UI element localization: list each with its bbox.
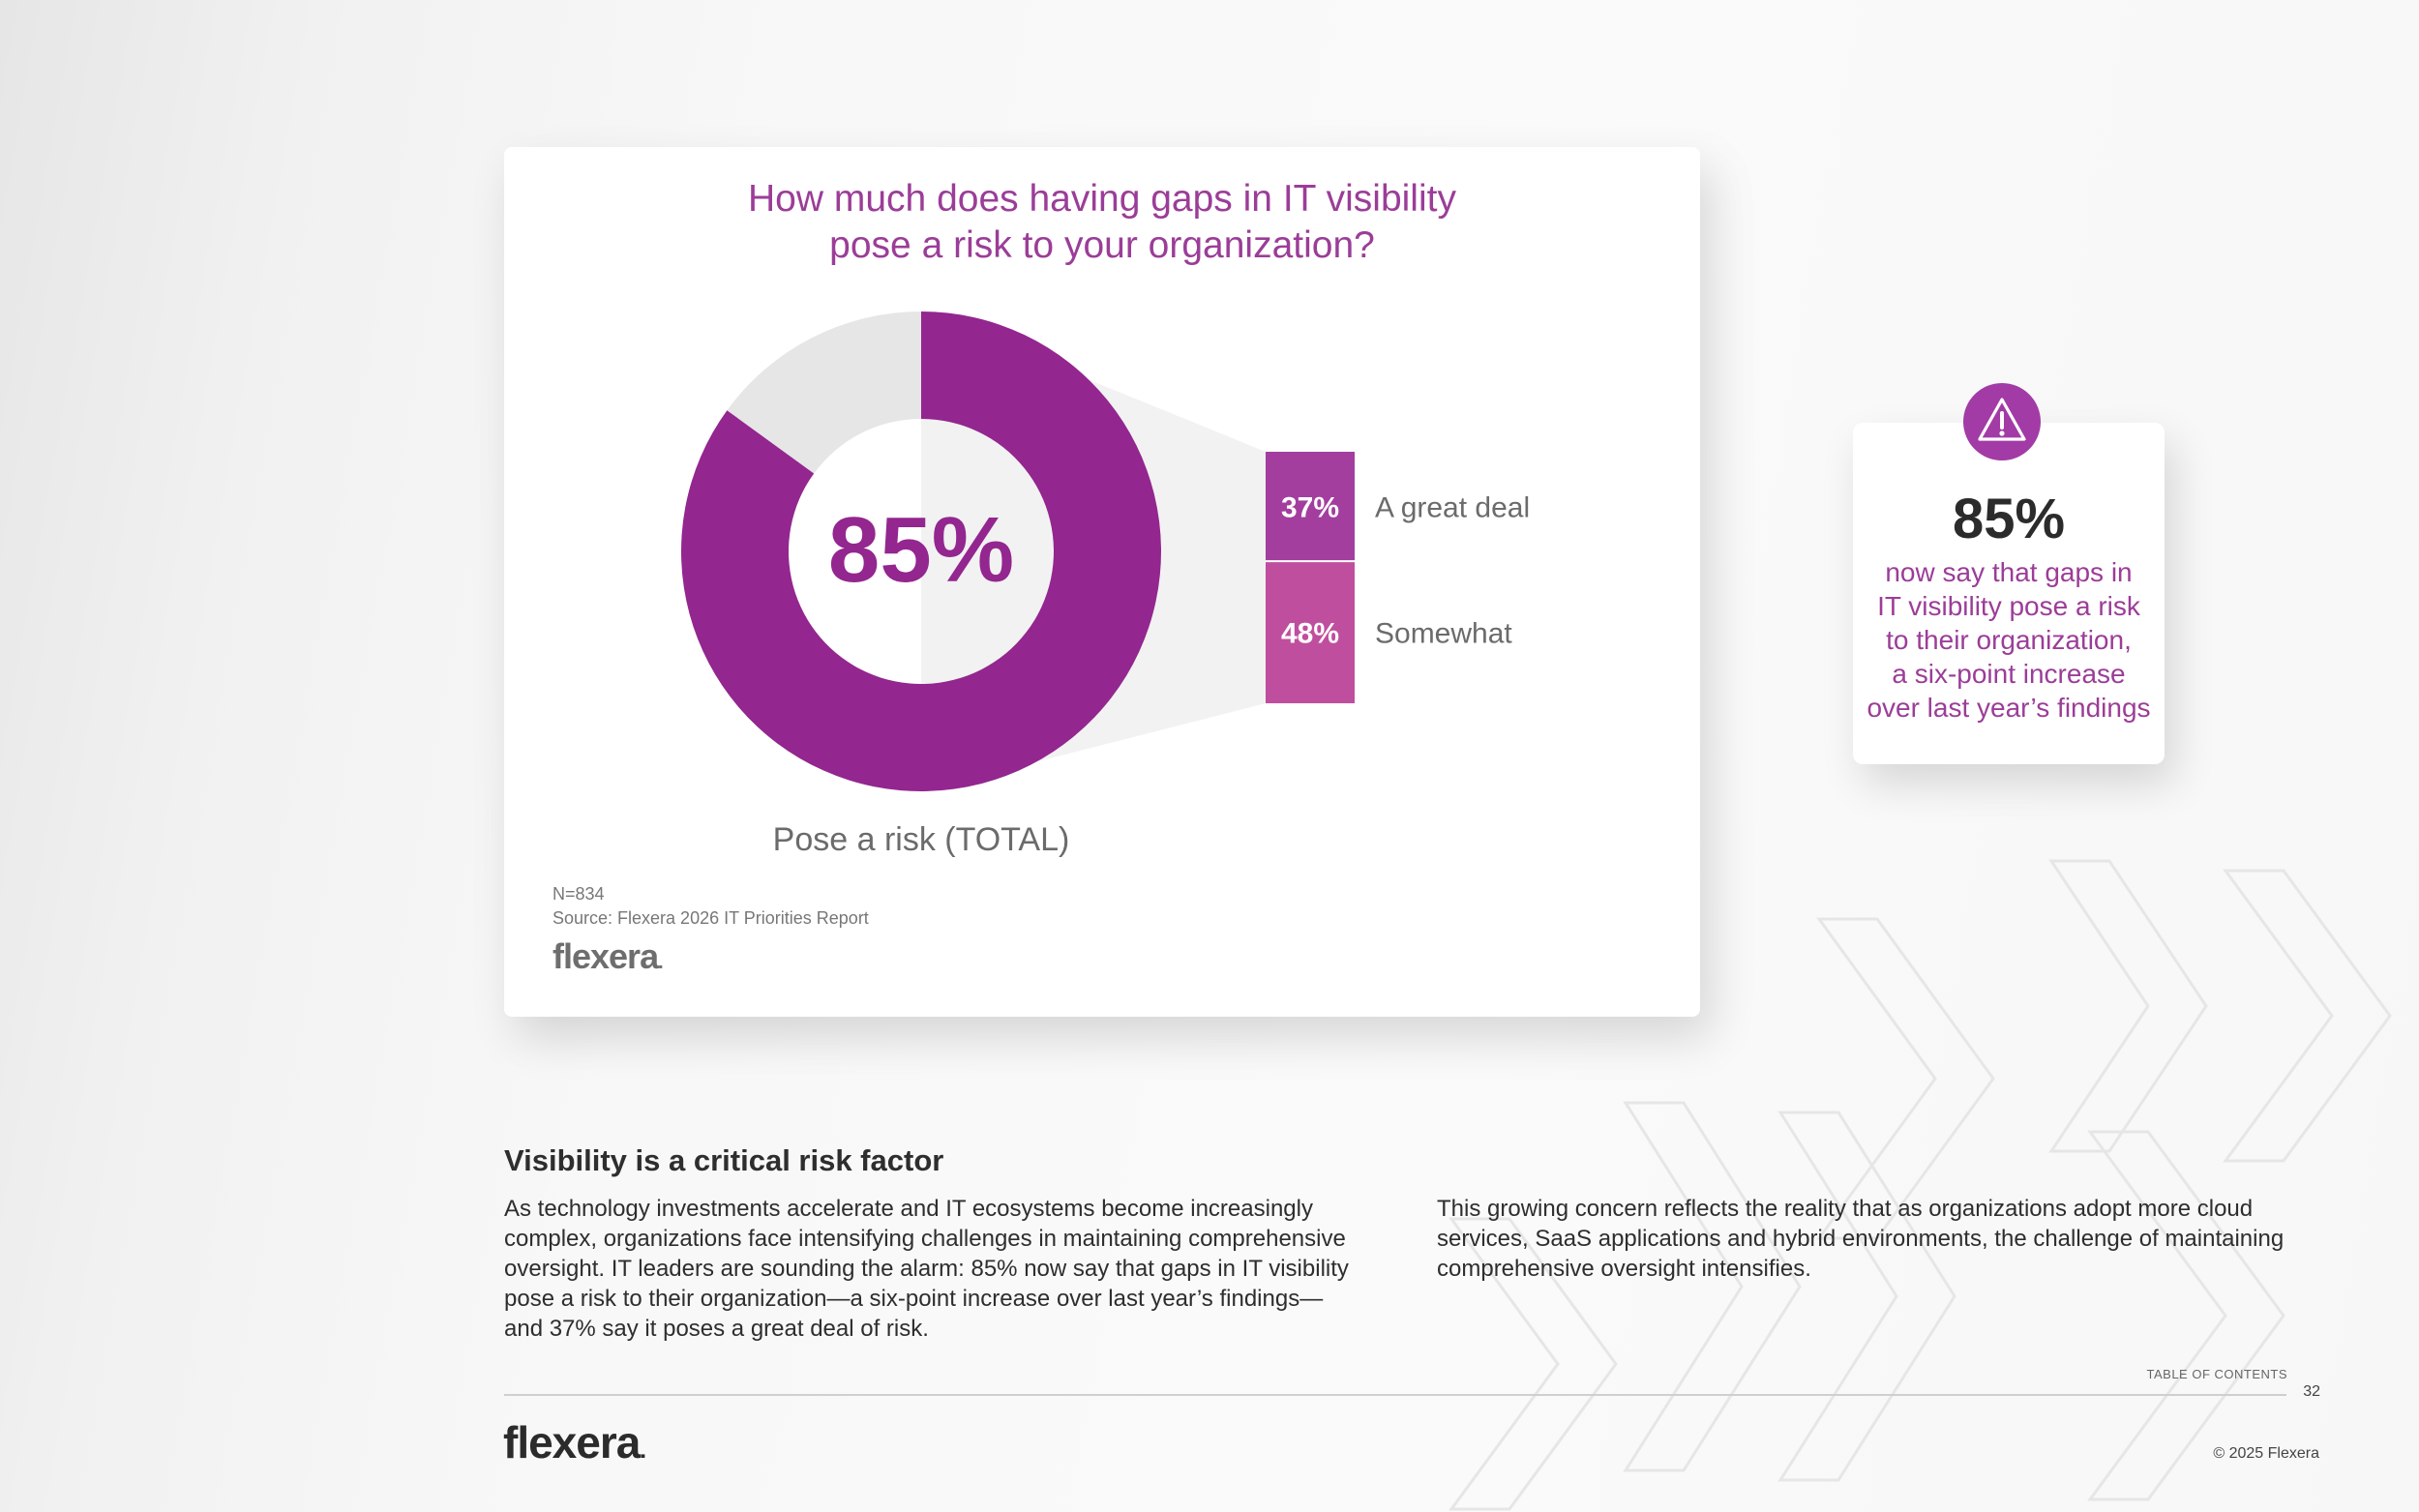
background-chevron: [2087, 1130, 2285, 1501]
callout-text-line: IT visibility pose a risk: [1877, 591, 2140, 621]
source-note: Source: Flexera 2026 IT Priorities Repor…: [552, 908, 869, 928]
callout-badge: [1963, 383, 2041, 460]
chart-title-line: How much does having gaps in IT visibili…: [748, 178, 1456, 220]
breakdown-category-label: Somewhat: [1375, 618, 1512, 650]
paragraph-line: oversight. IT leaders are sounding the a…: [504, 1256, 1349, 1282]
donut-slice-total: [681, 311, 1161, 791]
background-chevron: [1448, 1217, 1618, 1511]
breakdown-bar-somewhat: [1266, 561, 1355, 703]
footer-divider: [504, 1394, 2286, 1396]
card-logo-dot: .: [658, 952, 663, 973]
breakdown-bar-great-deal: [1266, 452, 1355, 562]
background-chevron: [1777, 1111, 1956, 1482]
callout-text: now say that gaps in IT visibility pose …: [1853, 555, 2165, 725]
background-chevron: [2048, 859, 2208, 1153]
page-number: 32: [2303, 1383, 2320, 1400]
paragraph-line: complex, organizations face intensifying…: [504, 1226, 1346, 1252]
footer-logo-text: flexera: [503, 1417, 641, 1468]
callout-text-line: over last year’s findings: [1867, 693, 2151, 723]
paragraph-line: This growing concern reflects the realit…: [1437, 1196, 2254, 1222]
breakdown-value-label: 37%: [1281, 492, 1339, 524]
paragraph-line: pose a risk to their organization—a six-…: [504, 1286, 1324, 1312]
paragraph-line: and 37% say it poses a great deal of ris…: [504, 1316, 929, 1342]
callout-text-line: to their organization,: [1886, 625, 2132, 655]
chart-title-line: pose a risk to your organization?: [829, 224, 1375, 266]
chart-title: How much does having gaps in IT visibili…: [504, 176, 1700, 269]
paragraph-line: comprehensive oversight intensifies.: [1437, 1256, 1811, 1282]
sample-size-note: N=834: [552, 884, 605, 904]
card-logo-text: flexera: [552, 936, 659, 976]
breakdown-category-label: A great deal: [1375, 492, 1530, 524]
callout-text-line: now say that gaps in: [1885, 557, 2133, 587]
donut-label: Pose a risk (TOTAL): [773, 821, 1070, 858]
footer-logo-dot: .: [640, 1438, 646, 1464]
donut-center-value: 85%: [828, 498, 1014, 602]
donut-slice-other: [727, 311, 921, 474]
callout-value: 85%: [1952, 488, 2066, 550]
breakdown-value-label: 48%: [1281, 618, 1339, 650]
section-heading: Visibility is a critical risk factor: [504, 1143, 944, 1177]
chart-svg: 85% Pose a risk (TOTAL) 37% A great deal 48%…: [681, 311, 1530, 858]
background-chevron: [2223, 869, 2392, 1163]
callout-card: 85% now say that gaps in IT visibility p…: [1853, 423, 2165, 764]
chart-notes: N=834 Source: Flexera 2026 IT Priorities…: [552, 882, 869, 931]
warning-icon: [1978, 398, 2026, 441]
paragraph-line: services, SaaS applications and hybrid e…: [1437, 1226, 2285, 1252]
callout-text-line: a six-point increase: [1892, 659, 2126, 689]
body-paragraph-1: As technology investments accelerate and…: [504, 1194, 1349, 1344]
table-of-contents-link[interactable]: TABLE OF CONTENTS: [2146, 1367, 2287, 1381]
footer-flexera-logo: flexera.: [503, 1416, 646, 1468]
chart-card: How much does having gaps in IT visibili…: [504, 147, 1700, 1017]
paragraph-line: As technology investments accelerate and…: [504, 1196, 1313, 1222]
copyright: © 2025 Flexera: [2213, 1445, 2319, 1462]
background-chevron: [1623, 1101, 1802, 1472]
background-chevron: [1816, 917, 1995, 1240]
card-flexera-logo: flexera.: [552, 936, 664, 977]
body-paragraph-2: This growing concern reflects the realit…: [1437, 1194, 2284, 1284]
